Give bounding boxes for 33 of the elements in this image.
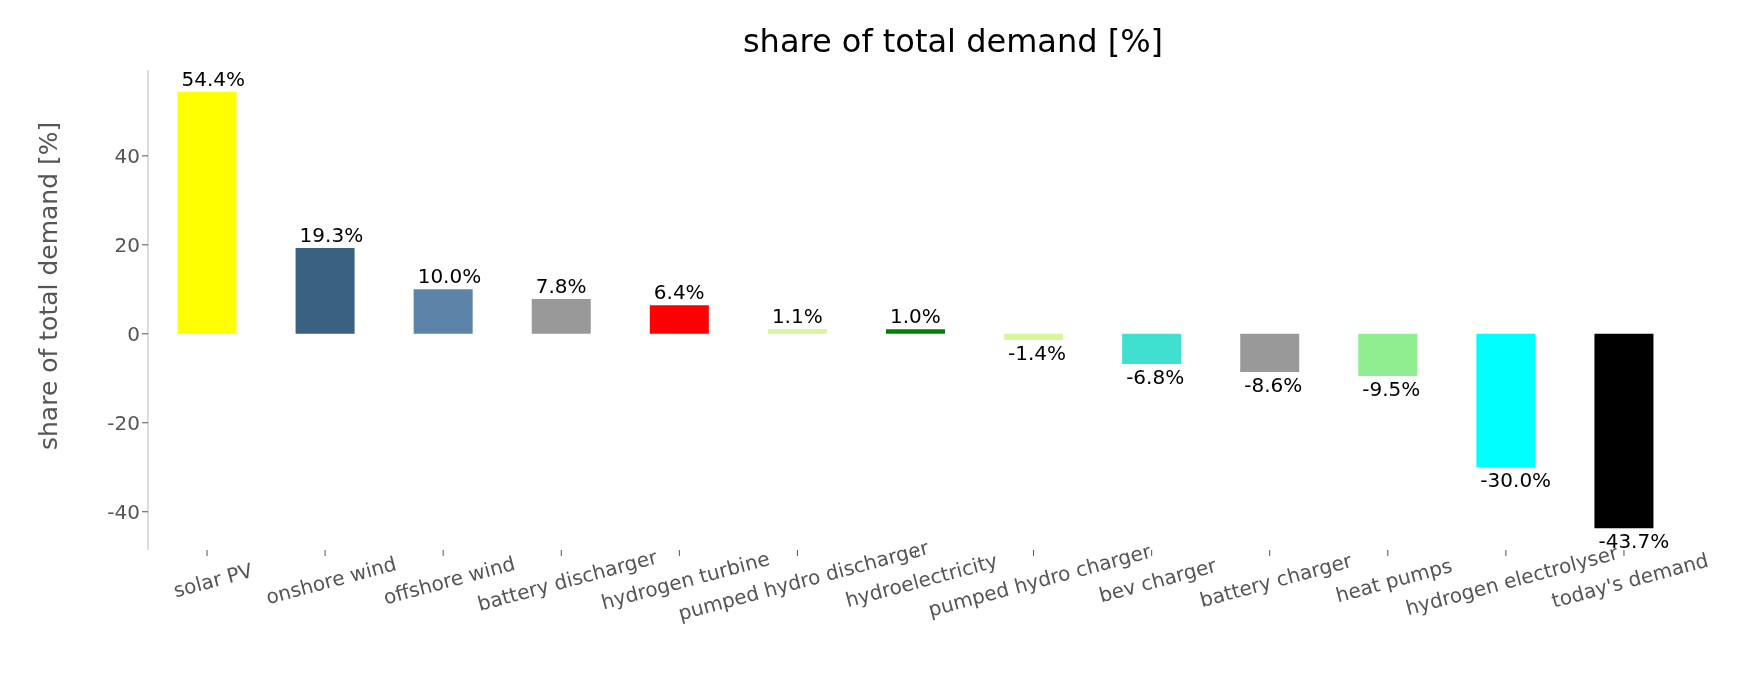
y-tick-label: 0 [127,321,140,346]
bar [413,289,473,334]
y-tick-label: -40 [107,499,140,524]
data-label: 1.1% [771,303,823,328]
bar [1358,333,1418,377]
bar [1004,333,1064,341]
data-label: -1.4% [1008,341,1067,366]
y-tick-label: 40 [114,143,140,168]
data-label: 6.4% [653,280,705,305]
bar [177,91,237,334]
data-label: -8.6% [1244,373,1303,398]
data-label: -9.5% [1362,377,1421,402]
bar [885,329,945,334]
bar [1122,333,1182,365]
bar [1476,333,1536,468]
bar [531,299,591,334]
data-label: 19.3% [299,222,364,247]
x-tick-label: solar PV [170,558,256,603]
bar [1240,333,1300,373]
bar [1594,333,1654,529]
data-label: 10.0% [417,264,482,289]
bar [767,328,827,334]
data-label: 54.4% [181,66,246,91]
y-tick-label: 20 [114,232,140,257]
data-label: 1.0% [889,304,941,329]
y-tick-label: -20 [107,410,140,435]
data-label: -30.0% [1480,468,1552,493]
data-label: -6.8% [1126,365,1185,390]
y-axis-title: share of total demand [%] [33,121,63,450]
data-label: 7.8% [535,274,587,299]
chart-title: share of total demand [%] [741,22,1165,60]
bar [295,247,355,334]
bar [649,305,709,334]
